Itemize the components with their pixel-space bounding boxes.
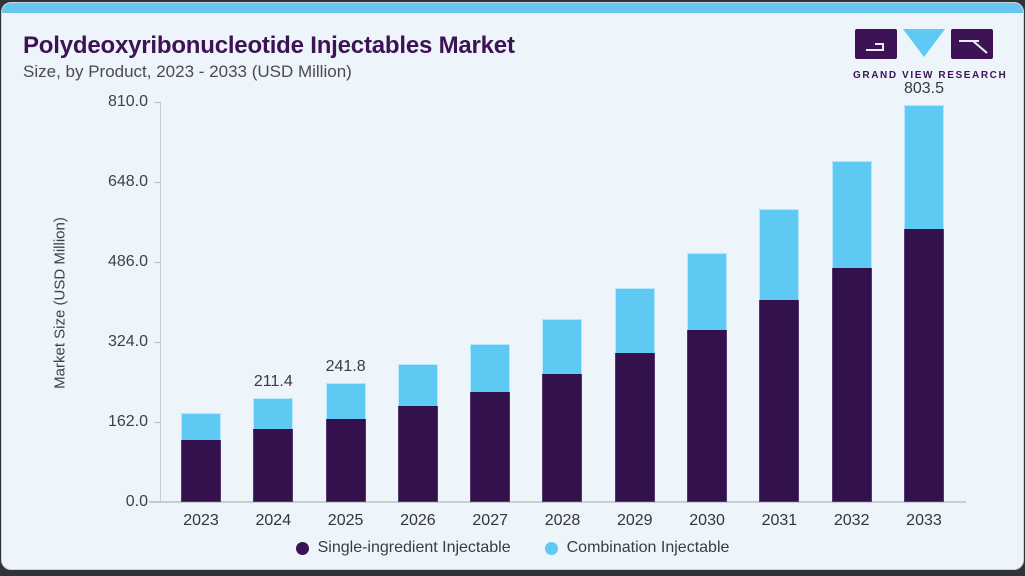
y-tick-0.0: 0.0 [126, 493, 161, 511]
x-axis-label-2024: 2024 [255, 512, 292, 529]
y-tick-label: 648.0 [107, 173, 148, 190]
legend-dot-single-ingredient-icon [295, 541, 309, 555]
y-tick-810.0: 810.0 [108, 93, 161, 111]
bar-segment-combination-2030 [687, 252, 728, 330]
bar-segment-single-ingredient-2028 [542, 374, 583, 502]
bar-segment-single-ingredient-2025 [325, 418, 366, 502]
bar-segment-single-ingredient-2033 [903, 228, 944, 502]
bar-total-label-2024: 211.4 [253, 372, 293, 390]
bar-segment-single-ingredient-2023 [181, 439, 221, 502]
y-tick-mark-icon [154, 341, 161, 343]
bar-2030: 2030 [687, 102, 728, 529]
bar-2029: 2029 [614, 102, 655, 529]
x-axis-label-2033: 2033 [906, 512, 942, 529]
bar-segment-single-ingredient-2026 [397, 406, 438, 502]
bar-2031: 2031 [759, 102, 800, 529]
bar-segment-combination-2026 [397, 364, 438, 407]
page-subtitle: Size, by Product, 2023 - 2033 (USD Milli… [23, 62, 352, 81]
x-axis-label-2029: 2029 [616, 512, 653, 529]
legend-item-single-ingredient: Single-ingredient Injectable [295, 539, 511, 557]
bar-total-label-2033: 803.5 [903, 80, 944, 98]
bar-2028: 2028 [542, 102, 583, 529]
bar-segment-single-ingredient-2027 [470, 391, 511, 502]
legend-dot-combination-icon [544, 541, 558, 555]
legend-label-combination: Combination Injectable [566, 539, 730, 556]
page-title: Polydeoxyribonucleotide Injectables Mark… [23, 32, 515, 59]
y-axis-title: Market Size (USD Million) [51, 217, 69, 389]
y-tick-mark-icon [154, 261, 161, 263]
bar-segment-combination-2027 [470, 344, 511, 392]
bar-segment-single-ingredient-2029 [614, 353, 655, 502]
chart-legend: Single-ingredient Injectable Combination… [2, 539, 1023, 557]
y-tick-648.0: 648.0 [108, 173, 161, 191]
y-tick-324.0: 324.0 [108, 333, 161, 351]
bar-segment-combination-2028 [542, 319, 583, 375]
bar-segment-single-ingredient-2030 [687, 329, 728, 502]
brand-wordmark: GRAND VIEW RESEARCH [853, 70, 1008, 81]
bar-segment-combination-2031 [759, 208, 800, 300]
legend-label-single-ingredient: Single-ingredient Injectable [317, 539, 511, 556]
y-tick-mark-icon [154, 421, 161, 423]
bar-2033: 803.5 2033 [903, 80, 944, 529]
y-tick-label: 486.0 [107, 253, 148, 270]
brand-logo: GRAND VIEW RESEARCH [853, 29, 1008, 81]
bar-segment-combination-2024 [253, 397, 294, 430]
y-tick-mark-icon [154, 501, 161, 503]
y-tick-label: 324.0 [107, 333, 148, 350]
bar-2026: 2026 [397, 102, 438, 529]
bar-segment-single-ingredient-2032 [831, 267, 872, 502]
bar-total-label-2025: 241.8 [325, 357, 366, 375]
x-axis-label-2026: 2026 [400, 512, 436, 529]
bar-2025: 241.8 2025 [325, 102, 366, 529]
x-axis-label-2030: 2030 [689, 512, 725, 529]
y-tick-label: 810.0 [107, 93, 148, 110]
y-tick-label: 0.0 [125, 493, 148, 510]
x-axis-label-2031: 2031 [761, 512, 798, 529]
x-axis-label-2032: 2032 [833, 512, 870, 529]
bar-segment-combination-2025 [325, 382, 366, 419]
top-accent-bar [2, 3, 1023, 13]
plot-area: 2023 211.4 2024 241.8 2025 2026 2027 2028 2029 20… [108, 80, 966, 529]
x-axis-label-2027: 2027 [472, 512, 508, 529]
bar-segment-combination-2029 [614, 287, 655, 354]
bar-segment-single-ingredient-2024 [253, 429, 294, 502]
bar-segment-single-ingredient-2031 [759, 299, 800, 502]
bar-2023: 2023 [181, 102, 221, 529]
bar-2032: 2032 [831, 102, 872, 529]
x-axis-label-2023: 2023 [183, 512, 219, 529]
x-axis-label-2025: 2025 [327, 512, 364, 529]
x-axis-line [149, 501, 966, 503]
bar-segment-combination-2023 [181, 413, 221, 440]
y-tick-label: 162.0 [107, 413, 148, 430]
bar-2024: 211.4 2024 [253, 102, 294, 529]
x-axis-label-2028: 2028 [544, 512, 581, 529]
y-tick-mark-icon [154, 101, 161, 103]
bar-2027: 2027 [470, 102, 511, 529]
y-tick-486.0: 486.0 [108, 253, 161, 271]
legend-item-combination: Combination Injectable [544, 539, 730, 557]
bars-container: 2023 211.4 2024 241.8 2025 2026 2027 2028 2029 20… [161, 80, 966, 529]
y-tick-162.0: 162.0 [108, 413, 161, 431]
bar-segment-combination-2033 [903, 105, 944, 229]
bar-segment-combination-2032 [831, 161, 872, 268]
y-tick-mark-icon [154, 181, 161, 183]
gvr-logo-icon [855, 29, 993, 59]
